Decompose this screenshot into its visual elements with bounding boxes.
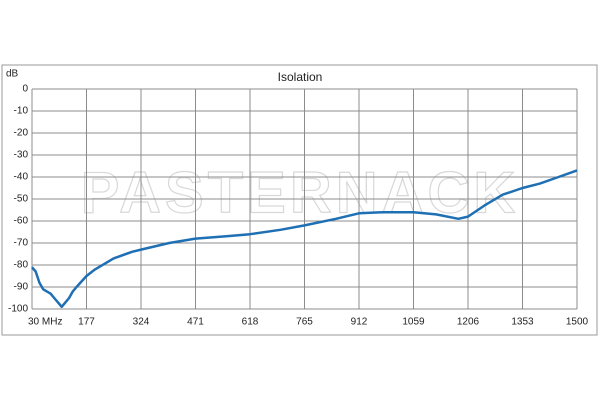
chart-title: Isolation — [278, 70, 323, 84]
x-tick-label: 1353 — [511, 317, 534, 328]
x-tick-label: 1206 — [457, 317, 480, 328]
y-tick-label: -10 — [14, 106, 29, 117]
data-line — [31, 169, 578, 309]
y-tick-label: -80 — [14, 260, 29, 271]
x-tick-label: 618 — [242, 317, 259, 328]
x-tick-label: 471 — [187, 317, 204, 328]
y-tick-label: -30 — [14, 150, 29, 161]
y-tick-label: -100 — [8, 304, 28, 315]
y-tick-label: -20 — [14, 128, 29, 139]
y-tick-label: -60 — [14, 216, 29, 227]
y-tick-label: -70 — [14, 238, 29, 249]
y-tick-label: -90 — [14, 282, 29, 293]
watermark: PASTERNACK — [81, 160, 520, 225]
y-tick-label: 0 — [22, 84, 28, 95]
x-tick-label: 1500 — [566, 317, 589, 328]
y-tick-label: -40 — [14, 172, 29, 183]
x-tick-label: 177 — [78, 317, 95, 328]
x-tick-label: 765 — [296, 317, 313, 328]
y-tick-label: -50 — [14, 194, 29, 205]
x-tick-label: 30 MHz — [28, 317, 62, 328]
y-axis-label: dB — [6, 69, 19, 80]
x-tick-label: 324 — [133, 317, 150, 328]
x-tick-label: 912 — [351, 317, 368, 328]
x-tick-label: 1059 — [402, 317, 425, 328]
chart-frame — [1, 64, 598, 336]
